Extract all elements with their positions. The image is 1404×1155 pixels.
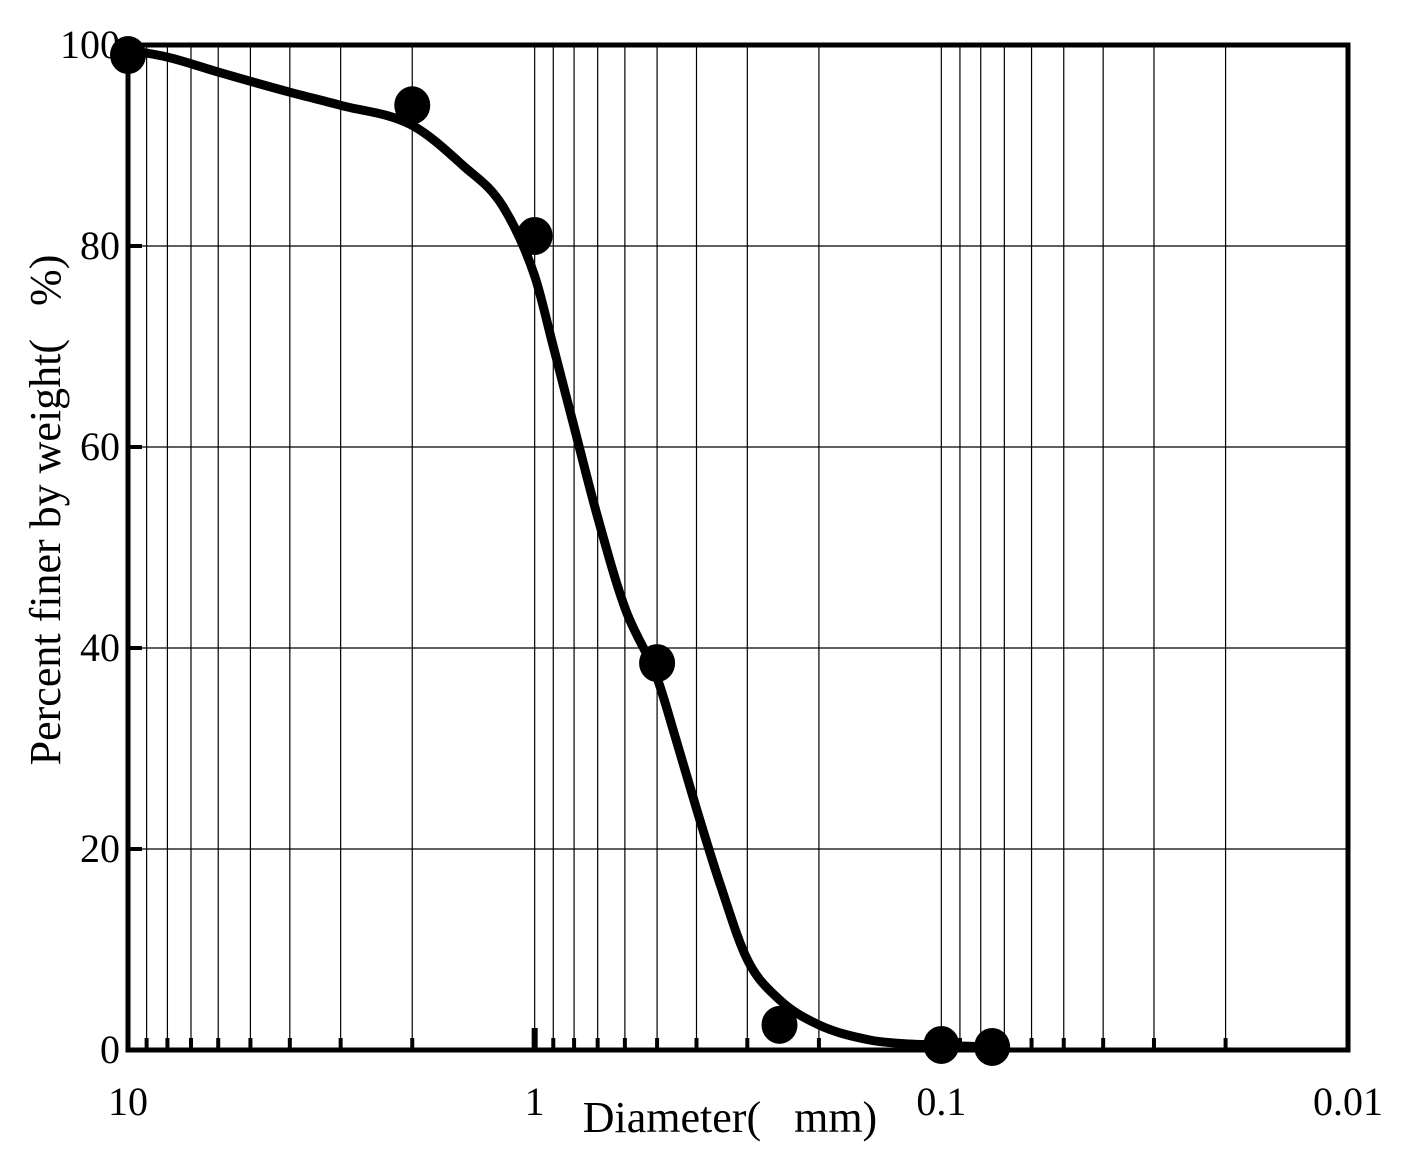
- y-tick-label: 100: [60, 22, 120, 67]
- data-point: [516, 216, 553, 255]
- data-point: [394, 86, 431, 125]
- x-tick-label: 0.01: [1313, 1079, 1383, 1124]
- y-tick-label: 0: [100, 1027, 120, 1072]
- x-tick-label: 0.1: [916, 1079, 966, 1124]
- data-point: [974, 1027, 1011, 1066]
- data-point: [923, 1025, 960, 1064]
- grid: [128, 44, 1349, 1051]
- data-point: [639, 644, 676, 683]
- x-tick-label: 1: [525, 1079, 545, 1124]
- y-tick-label: 20: [80, 826, 120, 871]
- y-tick-label: 40: [80, 625, 120, 670]
- y-tick-label: 60: [80, 424, 120, 469]
- x-tick-labels: 10 1 0.1 0.01: [108, 1079, 1383, 1124]
- y-tick-label: 80: [80, 223, 120, 268]
- y-axis-title: Percent finer by weight( %): [21, 255, 70, 766]
- y-tick-labels: 0 20 40 60 80 100: [60, 22, 120, 1072]
- x-axis-title: Diameter( mm): [583, 1093, 877, 1142]
- data-point: [761, 1005, 798, 1044]
- fitted-curve: [123, 45, 997, 1052]
- x-tick-label: 10: [108, 1079, 148, 1124]
- plot-area-frame: [125, 42, 1351, 1053]
